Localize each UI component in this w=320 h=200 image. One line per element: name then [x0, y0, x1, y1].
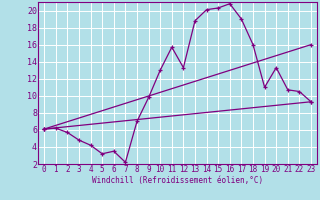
X-axis label: Windchill (Refroidissement éolien,°C): Windchill (Refroidissement éolien,°C) [92, 176, 263, 185]
